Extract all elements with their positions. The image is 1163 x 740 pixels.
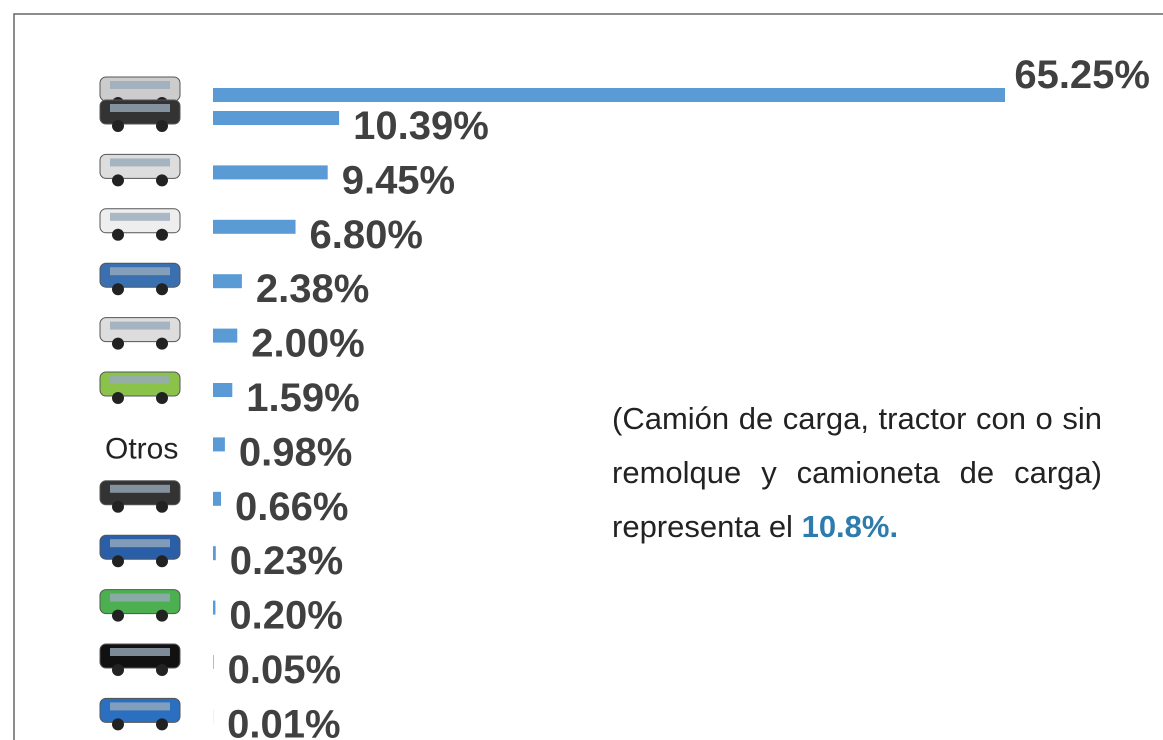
vehicle-icon <box>99 153 181 187</box>
icon-wheel <box>112 555 124 568</box>
icon-wheel <box>156 500 168 513</box>
bar <box>213 88 1005 102</box>
icon-wheel <box>156 555 168 568</box>
vehicle-icon <box>99 589 181 622</box>
vehicle-icon <box>99 480 181 513</box>
icon-window <box>110 376 170 384</box>
vehicle-icon <box>99 371 181 404</box>
value-label: 0.20% <box>229 594 342 638</box>
icon-window <box>110 484 170 493</box>
icon-window <box>110 321 170 330</box>
category-label: Otros <box>105 432 178 465</box>
icon-wheel <box>112 664 124 676</box>
value-label: 6.80% <box>310 213 423 257</box>
bar <box>213 383 233 397</box>
bar <box>213 655 214 669</box>
icon-wheel <box>112 392 124 404</box>
annotation-text: (Camión de carga, tractor con o sin remo… <box>612 401 1102 544</box>
icon-wheel <box>156 283 168 296</box>
icon-wheel <box>112 120 124 132</box>
bar <box>213 546 216 561</box>
icon-wheel <box>112 174 124 187</box>
icon-window <box>110 593 170 602</box>
icon-window <box>110 104 170 112</box>
bar <box>213 274 242 289</box>
bar <box>213 437 225 452</box>
icon-wheel <box>156 228 168 241</box>
icon-wheel <box>112 609 124 622</box>
icon-wheel <box>156 337 168 350</box>
bar <box>213 600 216 615</box>
icon-window <box>110 648 170 656</box>
vehicle-icon <box>99 534 181 568</box>
vehicle-icon <box>99 262 181 296</box>
icon-wheel <box>156 664 168 676</box>
value-label: 1.59% <box>246 376 359 420</box>
vehicle-icon <box>99 317 181 350</box>
icon-wheel <box>156 174 168 187</box>
icon-window <box>110 212 170 221</box>
value-label: 0.98% <box>239 430 352 474</box>
icon-wheel <box>112 337 124 350</box>
value-label: 0.66% <box>235 485 348 529</box>
bar <box>213 165 328 180</box>
vehicle-icon <box>99 208 181 241</box>
bar <box>213 111 340 125</box>
vehicle-icon <box>99 643 181 676</box>
value-label: 9.45% <box>342 158 455 202</box>
icon-wheel <box>156 718 168 731</box>
icon-window <box>110 158 170 167</box>
icon-wheel <box>156 609 168 622</box>
value-label: 2.00% <box>251 322 364 366</box>
icon-window <box>110 702 170 711</box>
value-label: 2.38% <box>256 267 369 311</box>
icon-wheel <box>156 392 168 404</box>
value-label: 0.05% <box>228 648 341 692</box>
bar <box>213 328 238 343</box>
icon-wheel <box>112 718 124 731</box>
annotation: (Camión de carga, tractor con o sin remo… <box>612 392 1102 554</box>
frame <box>13 13 1163 740</box>
bar <box>213 491 222 506</box>
value-label: 0.01% <box>227 702 340 740</box>
icon-wheel <box>112 500 124 513</box>
icon-wheel <box>112 283 124 296</box>
vehicle-icon <box>99 99 181 132</box>
vehicle-icon <box>99 697 181 731</box>
annotation-highlight: 10.8%. <box>801 509 899 544</box>
icon-wheel <box>112 228 124 241</box>
icon-window <box>110 267 170 276</box>
value-label: 10.39% <box>353 104 489 148</box>
bar <box>213 219 296 234</box>
value-label: 65.25% <box>1014 53 1150 97</box>
value-label: 0.23% <box>230 539 343 583</box>
icon-window <box>110 539 170 548</box>
icon-window <box>110 81 170 89</box>
icon-wheel <box>156 120 168 132</box>
